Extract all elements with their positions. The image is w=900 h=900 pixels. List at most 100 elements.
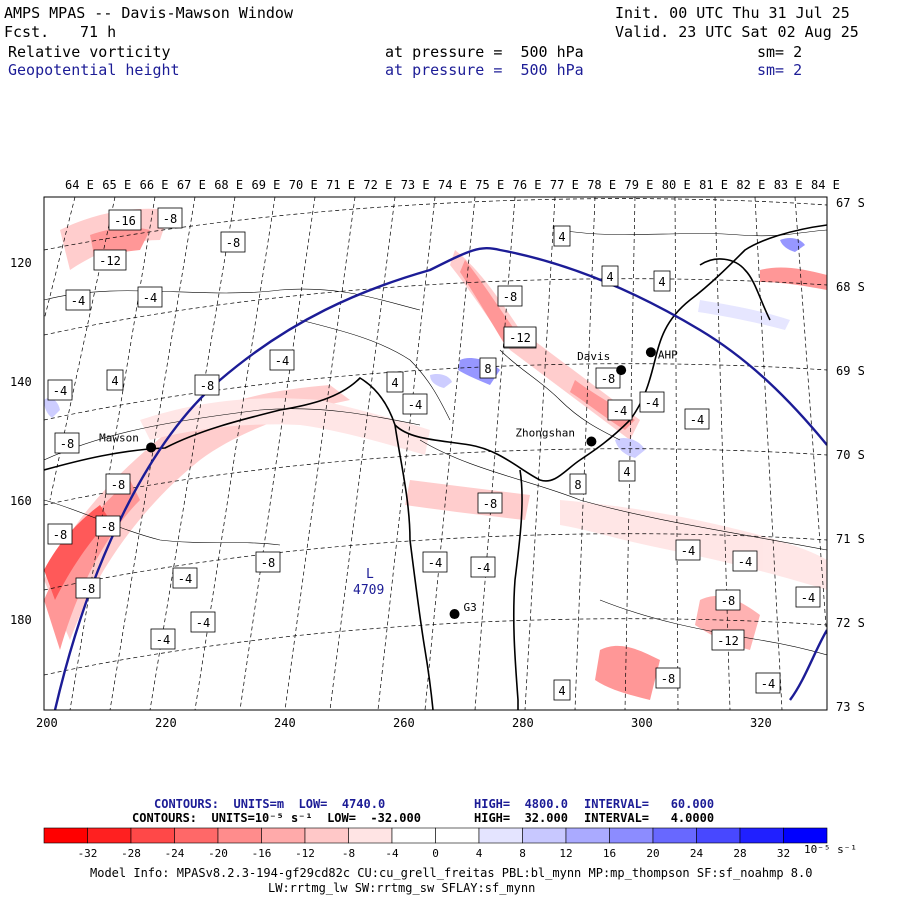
lon-label: 68 E — [214, 178, 243, 192]
vorticity-label-box — [105, 473, 131, 495]
vorticity-label-box — [470, 556, 496, 578]
lat-68s: 68 S — [836, 280, 865, 294]
vorticity-label-box — [755, 672, 781, 694]
vorticity-label-box — [655, 667, 681, 689]
forecast-hours: 71 h — [80, 23, 117, 41]
x-tick-320: 320 — [750, 716, 772, 730]
vorticity-label: -8 — [60, 437, 74, 451]
vorticity-label-box — [795, 586, 821, 608]
x-tick-200: 200 — [36, 716, 58, 730]
vorticity-label: -8 — [721, 594, 735, 608]
lon-label: 79 E — [625, 178, 654, 192]
lon-label: 65 E — [102, 178, 131, 192]
vorticity-label-box — [65, 289, 91, 311]
vorticity-label-box — [553, 225, 571, 247]
vorticity-label: -16 — [114, 214, 136, 228]
vorticity-label-box — [402, 393, 428, 415]
vorticity-label: -12 — [509, 331, 531, 345]
x-tick-220: 220 — [155, 716, 177, 730]
vorticity-label: -4 — [196, 616, 210, 630]
colorbar-label: 8 — [519, 847, 526, 860]
forecast-label: Fcst. — [4, 23, 50, 41]
lat-73s: 73 S — [836, 700, 865, 714]
colorbar-segment — [783, 827, 828, 844]
vorticity-label: -4 — [428, 556, 442, 570]
field2-name: Geopotential height — [8, 61, 180, 79]
colorbar-segment — [522, 827, 567, 844]
station-label: Mawson — [99, 431, 139, 444]
x-tick-240: 240 — [274, 716, 296, 730]
colorbar-label: -12 — [295, 847, 315, 860]
stations: Mawson Davis Zhongshan G3 AHP — [99, 347, 678, 620]
vorticity-label: -4 — [156, 633, 170, 647]
vorticity-label: -8 — [200, 379, 214, 393]
vorticity-label-box — [618, 460, 636, 482]
vorticity-label: -8 — [503, 290, 517, 304]
vorticity-label: -4 — [761, 677, 775, 691]
vorticity-label-box — [95, 515, 121, 537]
station-marker — [645, 347, 656, 358]
vorticity-label-box — [194, 374, 220, 396]
height-contour-info: CONTOURS: UNITS=m LOW= 4740.0 — [154, 797, 386, 811]
vorticity-label: -8 — [163, 212, 177, 226]
vorticity-label-box — [675, 539, 701, 561]
colorbar-segment — [391, 827, 436, 844]
vorticity-label-box — [503, 326, 537, 348]
vorticity-label-box — [479, 357, 497, 379]
map-frame — [43, 196, 828, 711]
colorbar-label: -32 — [78, 847, 98, 860]
colorbar-label: 24 — [690, 847, 704, 860]
station-label: AHP — [658, 348, 678, 361]
x-tick-280: 280 — [512, 716, 534, 730]
x-tick-300: 300 — [631, 716, 653, 730]
lat-69s: 69 S — [836, 364, 865, 378]
coastline — [44, 224, 827, 710]
station-marker — [146, 442, 157, 453]
colorbar-segment — [565, 827, 610, 844]
vorticity-label-box — [684, 408, 710, 430]
vorticity-label-box — [732, 550, 758, 572]
vorticity-contour-interval: INTERVAL= 4.0000 — [584, 811, 715, 825]
vorticity-label-box — [108, 209, 142, 231]
vorticity-label: -8 — [101, 520, 115, 534]
model-info-line2: LW:rrtmg_lw SW:rrtmg_sw SFLAY:sf_mynn — [268, 881, 536, 895]
init-time: Init. 00 UTC Thu 31 Jul 25 — [615, 4, 850, 22]
lon-label: 75 E — [475, 178, 504, 192]
lon-label: 74 E — [438, 178, 467, 192]
vorticity-label-box — [106, 369, 124, 391]
lon-label: 81 E — [699, 178, 728, 192]
field2-level: at pressure = 500 hPa — [385, 61, 584, 79]
field2-smoothing: sm= 2 — [757, 61, 803, 79]
vorticity-label-box — [75, 577, 101, 599]
height-contour-label: 4709 — [353, 583, 384, 598]
vorticity-contour-info: CONTOURS: UNITS=10⁻⁵ s⁻¹ LOW= -32.000 — [132, 811, 421, 825]
lon-label: 78 E — [587, 178, 616, 192]
vorticity-label: 4 — [558, 230, 565, 244]
vorticity-label: -4 — [178, 572, 192, 586]
vorticity-label: -4 — [645, 396, 659, 410]
top-lon-labels: 64 E 65 E 66 E 67 E 68 E 69 E 70 E 71 E 72 E 73 E… — [65, 178, 840, 192]
colorbar-label: 4 — [476, 847, 483, 860]
vorticity-label-box — [569, 473, 587, 495]
y-tick-180: 180 — [10, 613, 32, 627]
station-marker — [586, 436, 597, 447]
vorticity-label: -4 — [71, 294, 85, 308]
vorticity-label-box — [190, 611, 216, 633]
vorticity-label-box — [711, 629, 745, 651]
lon-label: 64 E — [65, 178, 94, 192]
vorticity-label: 4 — [558, 684, 565, 698]
vorticity-label: -12 — [99, 254, 121, 268]
colorbar-label: 32 — [777, 847, 790, 860]
vorticity-label: -8 — [226, 236, 240, 250]
vorticity-label-box — [497, 285, 523, 307]
lat-71s: 71 S — [836, 532, 865, 546]
vorticity-label-box — [595, 367, 621, 389]
vorticity-label-box — [137, 286, 163, 308]
vorticity-label-box — [93, 249, 127, 271]
colorbar-segment — [609, 827, 654, 844]
vorticity-labels: -16 -8 -12 -8 -4 -4 -4 -8 4 4 4 4 4 -8 -12 8 -4 -4 -4 -4 -8 8… — [47, 207, 821, 701]
vorticity-label-box — [607, 399, 633, 421]
lat-72s: 72 S — [836, 616, 865, 630]
vorticity-label: -4 — [738, 555, 752, 569]
lon-label: 70 E — [289, 178, 318, 192]
